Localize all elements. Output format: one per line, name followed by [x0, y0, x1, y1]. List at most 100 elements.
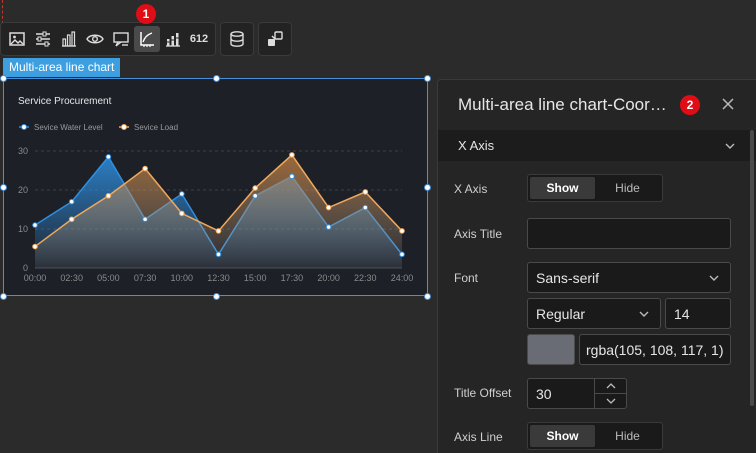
x-tick-label: 10:00 [171, 273, 194, 283]
database-icon[interactable] [224, 26, 250, 52]
chart-areas [34, 153, 403, 268]
font-weight-value: Regular [536, 305, 586, 322]
x-tick-label: 20:00 [317, 273, 340, 283]
data-point [32, 243, 38, 250]
chart-svg: Service Procurement Sevice Water Level S… [18, 96, 414, 283]
x-tick-label: 00:00 [24, 273, 47, 283]
chart-x-ticks: 00:00 02:30 05:00 07:30 10:00 12:30 15:00 17:30… [24, 273, 414, 283]
chart-widget[interactable]: Service Procurement Sevice Water Level S… [0, 75, 431, 300]
link-icon[interactable] [262, 26, 288, 52]
panel-scrollbar[interactable] [750, 130, 754, 406]
eye-target-icon[interactable] [82, 26, 108, 52]
data-point [179, 191, 185, 197]
data-point [289, 173, 295, 180]
resize-handle-tr[interactable] [424, 75, 431, 82]
resize-handle-tl[interactable] [0, 75, 7, 82]
data-point [68, 198, 75, 205]
font-family-select[interactable]: Sans-serif [527, 262, 731, 293]
data-point [179, 210, 185, 217]
axis-line-show-button[interactable]: Show [530, 425, 595, 447]
title-offset-value: 30 [536, 385, 552, 402]
data-point [215, 251, 222, 258]
data-point [105, 154, 112, 160]
x-tick-label: 15:00 [244, 273, 267, 283]
resize-handle-mr[interactable] [424, 184, 431, 191]
x-tick-label: 22:30 [354, 273, 377, 283]
font-label: Font [454, 271, 479, 285]
font-color-swatch[interactable] [527, 334, 575, 365]
chevron-up-icon [606, 383, 615, 389]
x-tick-label: 17:30 [281, 273, 304, 283]
tool-group-data [220, 22, 254, 56]
data-point [142, 216, 148, 223]
y-tick-label: 0 [23, 263, 28, 273]
font-color-input[interactable]: rgba(105, 108, 117, 1) [579, 334, 731, 365]
section-x-axis[interactable]: X Axis [438, 130, 756, 161]
guide-line [2, 0, 3, 24]
stacked-bar-icon[interactable] [160, 26, 186, 52]
chart-title: Service Procurement [18, 96, 112, 107]
resize-handle-br[interactable] [424, 293, 431, 300]
area-fill-1 [35, 154, 402, 268]
section-x-axis-label: X Axis [458, 138, 495, 153]
data-point [252, 185, 258, 191]
x-tick-label: 24:00 [391, 273, 414, 283]
font-size-input[interactable]: 14 [665, 298, 731, 329]
x-axis-show-button[interactable]: Show [530, 177, 595, 199]
stepper-buttons [594, 379, 626, 408]
panel-title: Multi-area line chart-Coordinate axis [458, 95, 670, 114]
chevron-down-icon [606, 398, 615, 404]
legend-label-water: Sevice Water Level [34, 123, 103, 132]
number-612-icon[interactable]: 612 [186, 26, 212, 52]
x-tick-label: 02:30 [60, 273, 83, 283]
resize-handle-bl[interactable] [0, 293, 7, 300]
data-point [399, 251, 405, 258]
legend-marker-water [21, 124, 27, 130]
image-icon[interactable] [4, 26, 30, 52]
axis-icon[interactable] [134, 26, 160, 52]
x-tick-label: 05:00 [97, 273, 120, 283]
data-point [325, 224, 332, 230]
bar-chart-icon[interactable] [56, 26, 82, 52]
x-axis-hide-button[interactable]: Hide [615, 181, 640, 195]
y-tick-label: 30 [18, 146, 28, 156]
stepper-up-button[interactable] [595, 379, 626, 394]
data-point [362, 204, 369, 211]
close-icon[interactable] [720, 96, 736, 112]
tool-group-link [258, 22, 292, 56]
resize-handle-ml[interactable] [0, 184, 7, 191]
font-family-value: Sans-serif [536, 269, 600, 286]
panel-header: Multi-area line chart-Coordinate axis 2 [438, 80, 756, 130]
resize-handle-tc[interactable] [213, 75, 220, 82]
x-tick-label: 07:30 [134, 273, 157, 283]
step-badge-2: 2 [680, 95, 700, 115]
chart-type-tag: Multi-area line chart [3, 58, 121, 77]
axis-title-input[interactable] [527, 218, 731, 249]
x-axis-label: X Axis [454, 182, 488, 196]
data-point [325, 204, 332, 211]
title-offset-label: Title Offset [454, 386, 512, 400]
font-weight-select[interactable]: Regular [527, 298, 661, 329]
axis-line-hide-button[interactable]: Hide [615, 429, 640, 443]
axis-title-label: Axis Title [454, 227, 503, 241]
tool-group-main: 612 [0, 22, 216, 56]
data-point [399, 228, 405, 234]
title-offset-stepper[interactable]: 30 [527, 378, 627, 409]
chart-legend: Sevice Water Level Sevice Load [19, 123, 178, 132]
axis-line-label: Axis Line [454, 430, 503, 444]
number-612-label: 612 [189, 33, 209, 45]
data-point [142, 165, 148, 172]
data-point [215, 228, 222, 234]
axis-line-toggle: Show Hide [527, 422, 663, 450]
data-point [32, 222, 38, 228]
sliders-icon[interactable] [30, 26, 56, 52]
chart-toolbar: 612 [0, 22, 292, 56]
data-point [252, 193, 258, 199]
step-badge-1: 1 [136, 4, 156, 24]
chevron-down-icon [725, 143, 735, 149]
legend-label-load: Sevice Load [134, 123, 178, 132]
comment-icon[interactable] [108, 26, 134, 52]
stepper-down-button[interactable] [595, 394, 626, 408]
data-point [68, 216, 75, 223]
resize-handle-bc[interactable] [213, 293, 220, 300]
